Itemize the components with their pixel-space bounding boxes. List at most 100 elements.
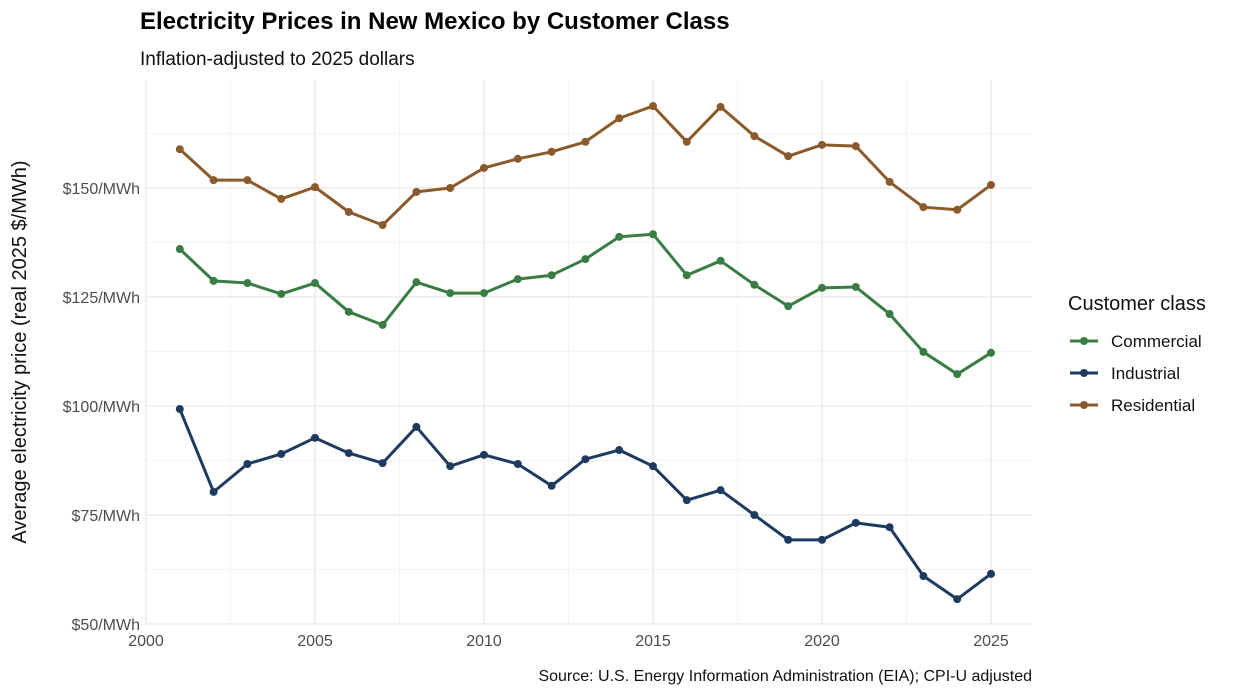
data-point	[818, 535, 826, 544]
data-point	[919, 572, 928, 581]
data-point	[480, 450, 488, 459]
y-tick-label: $100/MWh	[63, 399, 140, 416]
data-point	[953, 205, 962, 214]
data-point	[243, 176, 252, 185]
data-point	[547, 147, 556, 156]
data-point	[311, 279, 319, 288]
data-point	[243, 459, 252, 468]
data-point	[378, 320, 387, 329]
data-point	[784, 302, 793, 311]
data-point	[750, 280, 759, 289]
data-point	[175, 145, 184, 154]
data-point	[209, 487, 218, 496]
x-tick-label: 2020	[804, 633, 840, 650]
data-point	[682, 271, 691, 280]
data-point	[243, 279, 252, 288]
x-tick-label: 2025	[973, 633, 1009, 650]
series-commercial	[175, 230, 995, 379]
data-point	[750, 132, 759, 141]
data-point	[615, 446, 624, 455]
data-point	[615, 114, 624, 123]
data-point	[953, 370, 962, 379]
x-tick-label: 2015	[635, 633, 671, 650]
data-point	[716, 256, 725, 265]
y-tick-label: $75/MWh	[72, 508, 140, 525]
series-group	[175, 102, 995, 604]
data-point	[480, 163, 488, 172]
legend-key-point	[1080, 337, 1088, 345]
series-line	[178, 408, 992, 601]
data-point	[513, 154, 522, 163]
data-point	[919, 347, 928, 356]
legend-key-point	[1080, 369, 1088, 377]
data-point	[615, 232, 624, 241]
data-point	[716, 486, 725, 495]
data-point	[277, 449, 286, 458]
series-industrial	[175, 405, 995, 604]
legend-item: Commercial	[1070, 332, 1202, 351]
data-point	[987, 180, 995, 189]
series-residential	[175, 102, 995, 230]
data-point	[513, 459, 522, 468]
data-point	[987, 348, 995, 357]
data-point	[547, 481, 556, 490]
data-point	[209, 276, 218, 285]
data-point	[953, 595, 962, 604]
data-point	[682, 496, 691, 505]
data-point	[311, 433, 319, 442]
data-point	[716, 102, 725, 111]
x-tick-label: 2000	[128, 633, 164, 650]
data-point	[682, 137, 691, 146]
y-axis-label: Average electricity price (real 2025 $/M…	[9, 160, 31, 543]
chart-subtitle: Inflation-adjusted to 2025 dollars	[140, 49, 415, 70]
legend: Customer class Commercial Industrial Resid…	[1068, 293, 1206, 415]
data-point	[885, 310, 894, 319]
data-point	[480, 289, 488, 298]
data-point	[378, 459, 387, 468]
series-line	[178, 104, 992, 227]
data-point	[885, 177, 894, 186]
data-point	[649, 102, 657, 111]
chart-caption: Source: U.S. Energy Information Administ…	[538, 668, 1032, 685]
data-point	[446, 184, 455, 192]
data-point	[412, 278, 421, 287]
y-tick-label: $125/MWh	[63, 290, 140, 307]
data-point	[784, 535, 793, 544]
data-point	[987, 569, 995, 578]
legend-label: Industrial	[1111, 364, 1180, 383]
data-point	[412, 187, 421, 196]
y-tick-label: $50/MWh	[72, 617, 140, 634]
x-tick-label: 2010	[466, 633, 502, 650]
legend-label: Commercial	[1111, 332, 1202, 351]
y-tick-label: $150/MWh	[63, 181, 140, 198]
data-point	[344, 449, 353, 458]
data-point	[851, 518, 860, 527]
data-point	[277, 289, 286, 298]
data-point	[750, 511, 759, 519]
data-point	[175, 405, 184, 414]
data-point	[513, 275, 522, 284]
data-point	[446, 289, 455, 298]
data-point	[818, 283, 826, 292]
data-point	[851, 142, 860, 151]
data-point	[851, 282, 860, 291]
data-point	[175, 245, 184, 254]
data-point	[311, 183, 319, 192]
data-point	[581, 455, 590, 464]
legend-label: Residential	[1111, 396, 1195, 415]
grid	[145, 80, 1032, 625]
data-point	[446, 462, 455, 471]
data-point	[378, 221, 387, 230]
legend-key-point	[1080, 401, 1088, 409]
chart-title: Electricity Prices in New Mexico by Cust…	[140, 8, 730, 35]
data-point	[277, 194, 286, 203]
data-point	[344, 207, 353, 216]
data-point	[412, 422, 421, 431]
axes: 2000 2005 2010 2015 2020 2025 $50/MWh $75/MWh $1…	[63, 181, 1009, 650]
data-point	[649, 462, 657, 471]
data-point	[344, 307, 353, 316]
data-point	[209, 176, 218, 185]
legend-item: Industrial	[1070, 364, 1180, 383]
legend-item: Residential	[1070, 396, 1195, 415]
